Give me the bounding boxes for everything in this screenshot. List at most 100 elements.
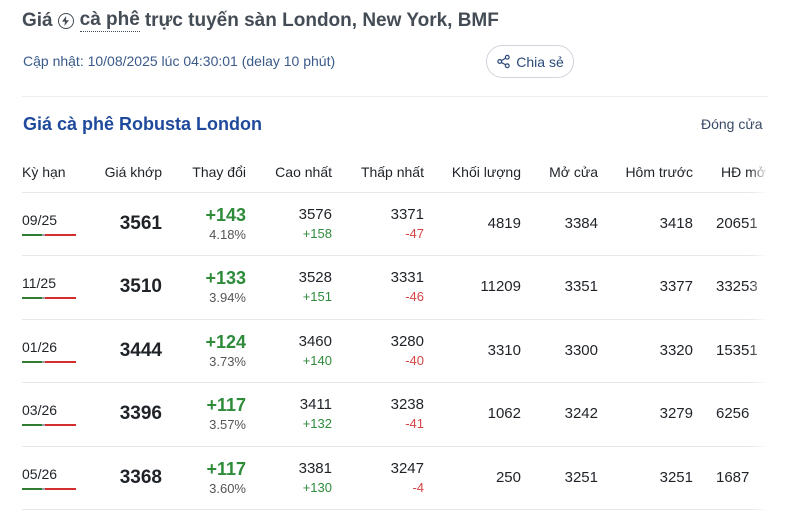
range-bar-low — [22, 297, 42, 300]
change-percent: 3.57% — [209, 417, 246, 433]
high-value: 3576 — [298, 205, 332, 223]
term-cell: 11/25 — [22, 255, 82, 320]
day-range-bar — [22, 297, 76, 300]
change-value: +124 — [205, 331, 246, 352]
open-value: 3384 — [564, 214, 598, 232]
range-bar-low — [22, 360, 42, 363]
change-percent: 3.73% — [209, 353, 246, 369]
volume-cell: 3310 — [424, 319, 521, 383]
range-bar-low — [22, 424, 42, 427]
price-cell: 3368 — [82, 446, 162, 510]
match-price: 3444 — [119, 339, 162, 361]
range-bar-high — [45, 297, 76, 300]
volume-cell: 11209 — [424, 255, 521, 320]
term-label: 03/26 — [22, 402, 58, 419]
prev-value: 3279 — [659, 405, 693, 423]
range-bar-marker — [42, 424, 45, 427]
volume-value: 1062 — [487, 405, 521, 423]
high-diff: +140 — [302, 352, 332, 368]
change-value: +117 — [206, 458, 246, 479]
table-row[interactable]: 05/26 3368 +117 3.60% 3381 +130 3247 -4 … — [22, 446, 768, 510]
table-row[interactable]: 11/25 3510 +133 3.94% 3528 +151 3331 -46… — [22, 255, 768, 320]
high-cell: 3528 +151 — [246, 255, 332, 320]
prev-value: 3418 — [659, 214, 693, 232]
change-percent: 4.18% — [209, 226, 246, 242]
low-diff: -47 — [405, 225, 424, 241]
change-cell: +117 3.60% — [162, 446, 246, 510]
share-label: Chia sẻ — [516, 53, 564, 70]
table-row[interactable]: 03/26 3396 +117 3.57% 3411 +132 3238 -41… — [22, 382, 768, 447]
prev-cell: 3320 — [598, 319, 693, 383]
change-value: +133 — [205, 268, 246, 289]
table-row[interactable]: 09/25 3561 +143 4.18% 3576 +158 3371 -47… — [22, 192, 768, 256]
open-cell: 3384 — [521, 192, 598, 256]
col-header-term[interactable]: Kỳ hạn — [22, 152, 82, 193]
prev-cell: 3251 — [598, 446, 693, 510]
price-cell: 3561 — [82, 192, 162, 256]
col-header-low[interactable]: Thấp nhất — [332, 152, 424, 193]
low-value: 3238 — [390, 396, 424, 414]
low-value: 3331 — [390, 269, 424, 287]
open-cell: 3351 — [521, 255, 598, 320]
open-interest-value: 1687 — [716, 468, 750, 486]
col-header-change[interactable]: Thay đổi — [162, 152, 246, 193]
col-header-high[interactable]: Cao nhất — [246, 152, 332, 193]
range-bar-low — [22, 487, 42, 490]
section-title: Giá cà phê Robusta London — [23, 114, 263, 134]
high-diff: +151 — [302, 289, 332, 305]
share-button[interactable]: Chia sẻ — [486, 45, 574, 78]
close-status-label[interactable]: Đóng cửa — [701, 116, 763, 132]
high-diff: +158 — [302, 225, 332, 241]
volume-value: 250 — [495, 468, 521, 486]
open-interest-value: 20651 — [716, 214, 758, 232]
open-interest-cell: 20651 — [693, 192, 768, 256]
title-link-coffee[interactable]: cà phê — [79, 9, 140, 32]
range-bar-high — [45, 487, 76, 490]
low-cell: 3371 -47 — [332, 192, 424, 256]
prev-cell: 3418 — [598, 192, 693, 256]
col-header-price[interactable]: Giá khớp — [82, 152, 162, 193]
title-prefix: Giá — [22, 9, 53, 31]
col-header-prev[interactable]: Hôm trước — [598, 152, 693, 193]
range-bar-marker — [42, 360, 45, 363]
volume-value: 11209 — [480, 278, 521, 296]
change-cell: +133 3.94% — [162, 255, 246, 320]
low-cell: 3280 -40 — [332, 319, 424, 383]
high-diff: +132 — [302, 416, 332, 432]
match-price: 3510 — [119, 276, 162, 298]
range-bar-high — [45, 360, 76, 363]
table-row[interactable]: 01/26 3444 +124 3.73% 3460 +140 3280 -40… — [22, 319, 768, 383]
change-value: +117 — [206, 395, 246, 416]
price-table-container[interactable]: Kỳ hạn Giá khớp Thay đổi Cao nhất Thấp n… — [22, 152, 768, 527]
open-interest-value: 15351 — [716, 341, 758, 359]
col-header-open-interest[interactable]: HĐ mở — [693, 152, 768, 193]
low-diff: -40 — [405, 352, 424, 368]
share-icon — [497, 54, 510, 69]
high-cell: 3460 +140 — [246, 319, 332, 383]
match-price: 3561 — [119, 212, 162, 234]
term-label: 09/25 — [22, 211, 58, 228]
day-range-bar — [22, 360, 76, 363]
range-bar-marker — [42, 233, 45, 236]
prev-value: 3251 — [659, 468, 693, 486]
col-header-volume[interactable]: Khối lượng — [424, 152, 521, 193]
range-bar-marker — [42, 487, 45, 490]
low-diff: -46 — [405, 289, 424, 305]
prev-cell: 3377 — [598, 255, 693, 320]
low-value: 3247 — [390, 459, 424, 477]
high-cell: 3411 +132 — [246, 382, 332, 447]
high-cell: 3576 +158 — [246, 192, 332, 256]
day-range-bar — [22, 233, 76, 236]
open-interest-value: 6256 — [716, 405, 750, 423]
change-cell: +124 3.73% — [162, 319, 246, 383]
range-bar-high — [45, 424, 76, 427]
change-percent: 3.94% — [209, 290, 246, 306]
open-interest-cell: 15351 — [693, 319, 768, 383]
change-value: +143 — [205, 204, 246, 225]
title-suffix: trực tuyến sàn London, New York, BMF — [144, 9, 499, 31]
day-range-bar — [22, 424, 76, 427]
term-label: 11/25 — [22, 275, 56, 292]
high-diff: +130 — [302, 479, 332, 495]
col-header-open[interactable]: Mở cửa — [521, 152, 598, 193]
volume-cell: 250 — [424, 446, 521, 510]
